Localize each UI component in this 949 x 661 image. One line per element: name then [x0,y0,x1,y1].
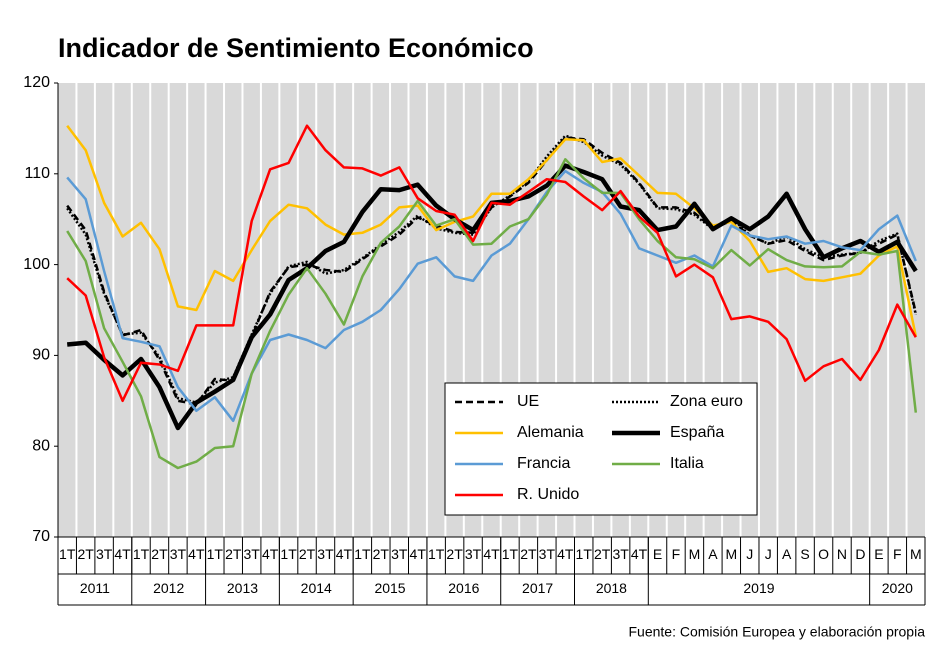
series-line [66,124,917,403]
x-tick-label: 2T [446,546,463,562]
group-label: 2020 [882,580,913,596]
x-tick-label: 2T [373,546,390,562]
legend-label: Zona euro [670,393,743,410]
legend-label: Italia [670,455,704,472]
x-tick-label: 2T [151,546,168,562]
x-tick-label: E [874,546,883,562]
x-tick-label: 3T [244,546,261,562]
x-tick-label: 4T [557,546,574,562]
x-tick-label: M [725,546,737,562]
source-note: Fuente: Comisión Europea y elaboración p… [628,624,925,640]
x-tick-label: 3T [170,546,187,562]
x-tick-label: S [800,546,809,562]
x-tick-label: 2T [299,546,316,562]
x-tick-label: A [708,546,718,562]
x-tick-label: F [893,546,902,562]
x-tick-label: 3T [317,546,334,562]
x-tick-label: 4T [631,546,648,562]
x-tick-label: 4T [262,546,279,562]
y-tick-label: 80 [32,437,50,454]
x-tick-label: 1T [280,546,297,562]
x-tick-label: E [653,546,662,562]
x-tick-label: 2T [77,546,94,562]
chart-title: Indicador de Sentimiento Económico [58,33,534,63]
x-tick-label: M [689,546,701,562]
group-label: 2014 [301,580,332,596]
y-tick-label: 90 [32,347,50,364]
x-tick-label: D [855,546,865,562]
x-tick-label: 4T [410,546,427,562]
x-tick-label: 4T [188,546,205,562]
legend-label: España [670,424,724,441]
series-line [66,169,917,423]
x-tick-label: 1T [207,546,224,562]
x-tick-label: F [672,546,681,562]
x-tick-label: J [765,546,772,562]
legend-label: Alemania [517,424,584,441]
y-tick-label: 70 [32,528,50,545]
series-line [66,158,918,470]
x-tick-label: J [746,546,753,562]
x-tick-label: N [837,546,847,562]
x-tick-label: 1T [428,546,445,562]
legend-label: R. Unido [517,486,579,503]
group-label: 2013 [227,580,258,596]
x-tick-label: 2T [520,546,537,562]
x-tick-label: 3T [612,546,629,562]
group-label: 2017 [522,580,553,596]
x-tick-label: 3T [539,546,556,562]
x-tick-label: A [782,546,792,562]
legend-box [444,382,758,516]
x-tick-label: 3T [465,546,482,562]
group-label: 2016 [448,580,479,596]
x-tick-label: 1T [354,546,371,562]
y-tick-label: 100 [23,256,50,273]
x-tick-label: 4T [336,546,353,562]
group-label: 2015 [374,580,405,596]
y-tick-label: 110 [24,165,50,182]
group-label: 2018 [596,580,627,596]
x-tick-label: 3T [96,546,113,562]
legend-label: UE [517,393,539,410]
x-tick-label: 4T [114,546,131,562]
y-tick-label: 120 [23,74,50,91]
x-tick-label: O [818,546,829,562]
x-tick-label: 3T [391,546,408,562]
x-tick-label: 4T [483,546,500,562]
series-line [66,124,918,337]
series-line [66,136,918,406]
x-tick-label: 2T [594,546,611,562]
x-tick-label: 1T [502,546,519,562]
x-tick-label: M [910,546,922,562]
group-label: 2012 [153,580,184,596]
x-tick-label: 1T [59,546,76,562]
legend-label: Francia [517,455,570,472]
group-label: 2019 [743,580,774,596]
x-tick-label: 2T [225,546,242,562]
x-tick-label: 1T [576,546,593,562]
group-label: 2011 [80,580,110,596]
x-tick-label: 1T [133,546,150,562]
